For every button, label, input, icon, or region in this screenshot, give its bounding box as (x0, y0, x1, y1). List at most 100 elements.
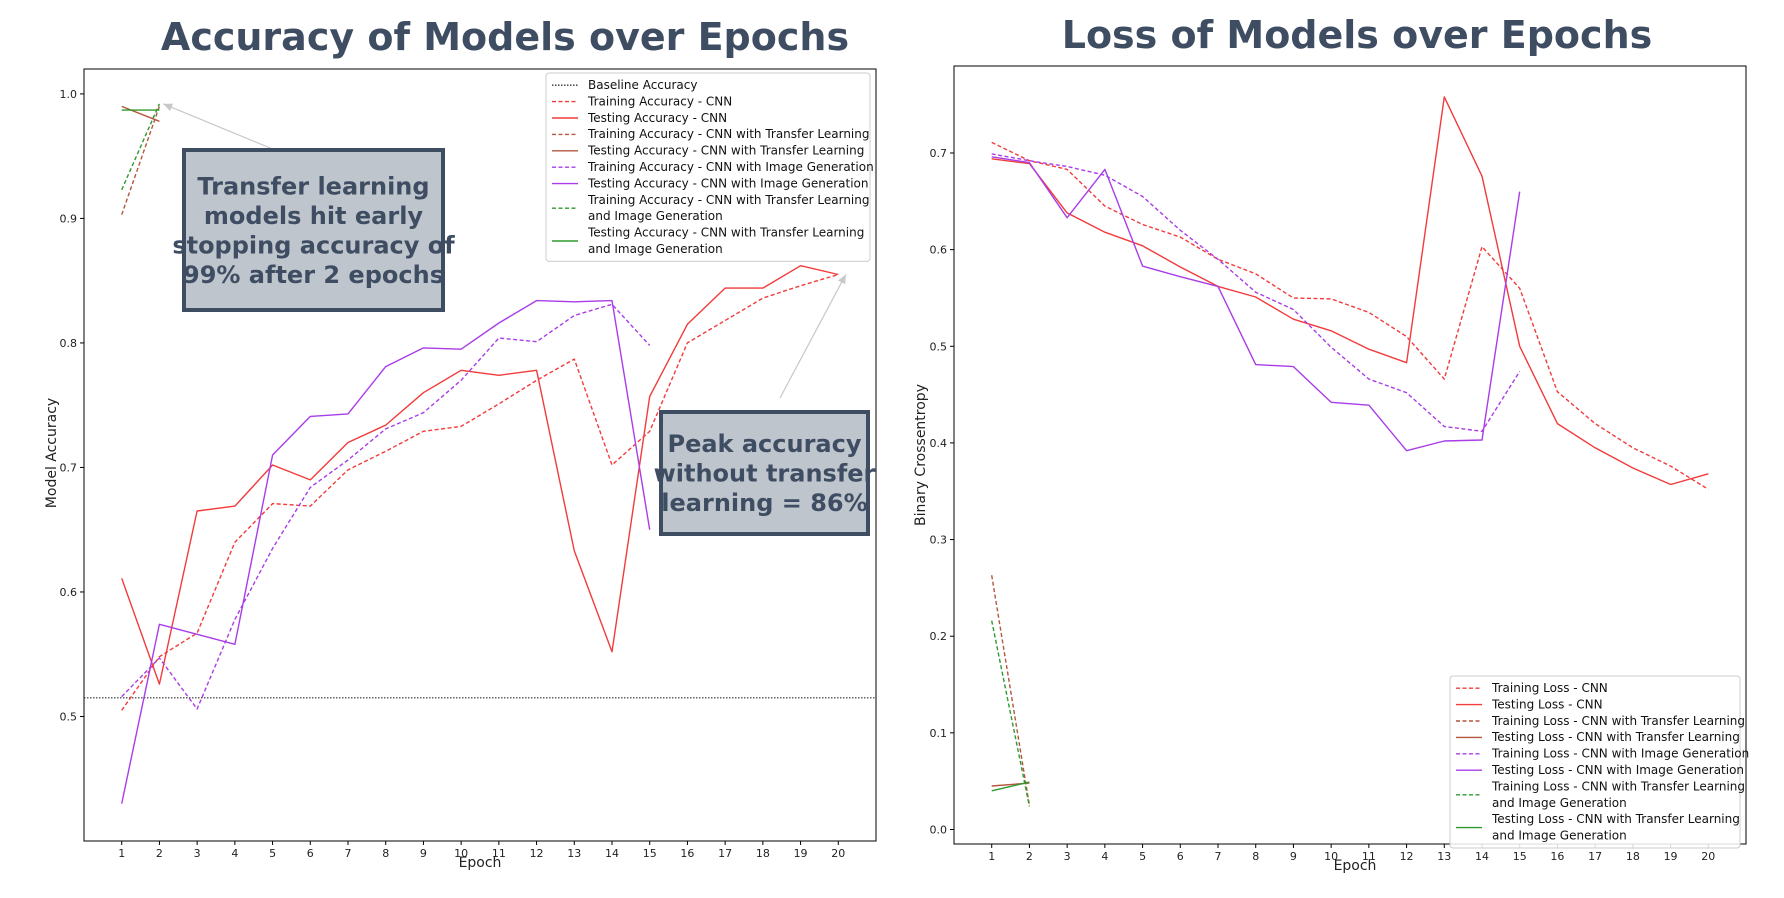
y-tick-label: 0.7 (930, 147, 948, 160)
x-tick-label: 1 (988, 850, 995, 863)
x-tick-label: 18 (1626, 850, 1640, 863)
annotation-text: without transfer (654, 460, 876, 488)
y-tick-label: 0.6 (60, 586, 78, 599)
legend-label: Baseline Accuracy (588, 78, 697, 92)
y-tick-label: 0.8 (60, 337, 78, 350)
legend: Baseline Accuracy Training Accuracy - CNN… (545, 72, 874, 262)
legend-label: Testing Accuracy - CNN (587, 111, 727, 125)
annotation-text: Peak accuracy (667, 430, 861, 458)
series-line-3 (121, 105, 160, 122)
series-line-2 (121, 106, 161, 215)
y-tick-label: 0.4 (930, 437, 948, 450)
series-line-1 (991, 96, 1709, 486)
legend-label: Testing Accuracy - CNN with Image Genera… (587, 176, 869, 190)
legend-box (1449, 675, 1741, 849)
series-line-0 (121, 273, 839, 711)
y-tick-label: 0.6 (930, 244, 948, 257)
legend: Training Loss - CNN Testing Loss - CNN Tra… (1449, 675, 1749, 849)
legend-label: Training Accuracy - CNN with Image Gener… (587, 160, 874, 174)
x-tick-label: 20 (831, 847, 845, 860)
loss-chart: Loss of Models over Epochs 1 2 3 4 5 6 7 8 9 10 11… (913, 13, 1749, 874)
x-tick-label: 11 (492, 847, 506, 860)
y-tick-label: 0.5 (60, 710, 78, 723)
x-tick-label: 7 (1215, 850, 1222, 863)
y-tick-label: 0.5 (930, 340, 948, 353)
annotation-text: learning = 86% (661, 489, 867, 517)
x-tick-label: 20 (1701, 850, 1715, 863)
legend-label: Training Accuracy - CNN with Transfer Le… (587, 193, 870, 207)
legend-label: Testing Accuracy - CNN with Transfer Lea… (587, 226, 864, 240)
series-line-0 (991, 141, 1709, 490)
x-tick-label: 17 (718, 847, 732, 860)
plot-frame (953, 65, 1747, 845)
x-tick-label: 14 (605, 847, 619, 860)
legend-label: Training Loss - CNN with Transfer Learni… (1491, 714, 1745, 728)
legend-label: Training Loss - CNN (1491, 681, 1608, 695)
series-line-4 (991, 153, 1521, 432)
legend-label: Testing Loss - CNN with Image Generation (1491, 763, 1744, 777)
series-line-5 (991, 156, 1521, 452)
accuracy-chart-title: Accuracy of Models over Epochs (161, 15, 849, 59)
legend-label: and Image Generation (588, 242, 723, 256)
series-line-7 (991, 781, 1030, 792)
annotation-text: Transfer learning (197, 172, 429, 200)
legend-label: Testing Loss - CNN (1491, 697, 1603, 711)
y-tick-label: 0.7 (60, 461, 78, 474)
annotation-rect (659, 410, 870, 536)
legend-label: Training Loss - CNN with Image Generatio… (1491, 747, 1749, 761)
x-tick-label: 5 (1139, 850, 1146, 863)
x-tick-label: 7 (345, 847, 352, 860)
series-line-1 (121, 265, 839, 685)
x-tick-label: 13 (567, 847, 581, 860)
loss-chart-title: Loss of Models over Epochs (1062, 13, 1653, 57)
x-tick-label: 12 (1400, 850, 1414, 863)
x-tick-label: 18 (756, 847, 770, 860)
legend-label: Training Accuracy - CNN (587, 94, 732, 108)
x-tick-label: 3 (194, 847, 201, 860)
legend-label: Training Accuracy - CNN with Transfer Le… (587, 127, 870, 141)
annotation-text: 99% after 2 epochs (183, 261, 444, 289)
legend-label: Testing Accuracy - CNN with Transfer Lea… (587, 144, 864, 158)
legend-label: Testing Loss - CNN with Transfer Learnin… (1491, 730, 1740, 744)
annotation-arrow (779, 274, 847, 399)
x-tick-label: 11 (1362, 850, 1376, 863)
x-tick-label: 4 (231, 847, 238, 860)
series-line-5 (121, 299, 651, 804)
x-tick-label: 16 (1550, 850, 1564, 863)
x-tick-label: 2 (156, 847, 163, 860)
x-tick-label: 5 (269, 847, 276, 860)
x-tick-label: 9 (1290, 850, 1297, 863)
y-tick-label: 0.3 (930, 534, 948, 547)
legend-label: and Image Generation (1492, 796, 1627, 810)
legend-label: Training Loss - CNN with Transfer Learni… (1491, 779, 1745, 793)
annotation-rect (182, 148, 445, 312)
accuracy-y-axis-label: Model Accuracy (44, 398, 60, 508)
x-tick-label: 2 (1026, 850, 1033, 863)
x-tick-label: 1 (118, 847, 125, 860)
y-tick-label: 0.1 (930, 727, 948, 740)
x-tick-label: 12 (530, 847, 544, 860)
x-tick-label: 9 (420, 847, 427, 860)
annotation-arrow (162, 103, 276, 151)
legend-label: Testing Loss - CNN with Transfer Learnin… (1491, 812, 1740, 826)
x-tick-label: 10 (1324, 850, 1338, 863)
x-tick-label: 19 (1664, 850, 1678, 863)
y-tick-label: 1.0 (60, 88, 78, 101)
x-tick-label: 3 (1064, 850, 1071, 863)
legend-box (545, 72, 871, 262)
series-line-4 (121, 303, 651, 710)
legend-label: and Image Generation (1492, 829, 1627, 843)
loss-x-axis-label: Epoch (1334, 858, 1377, 874)
x-tick-label: 10 (454, 847, 468, 860)
loss-plot-area: 1 2 3 4 5 6 7 8 9 10 11 12 13 14 15 16 17 18 19 200.00.10.2… (930, 65, 1749, 863)
loss-y-axis-label: Binary Crossentropy (913, 384, 929, 526)
x-tick-label: 19 (794, 847, 808, 860)
y-tick-label: 0.9 (60, 212, 78, 225)
annotation-text: models hit early (204, 202, 423, 230)
x-tick-label: 8 (382, 847, 389, 860)
annotation-arrowhead (838, 274, 846, 285)
x-tick-label: 16 (680, 847, 694, 860)
